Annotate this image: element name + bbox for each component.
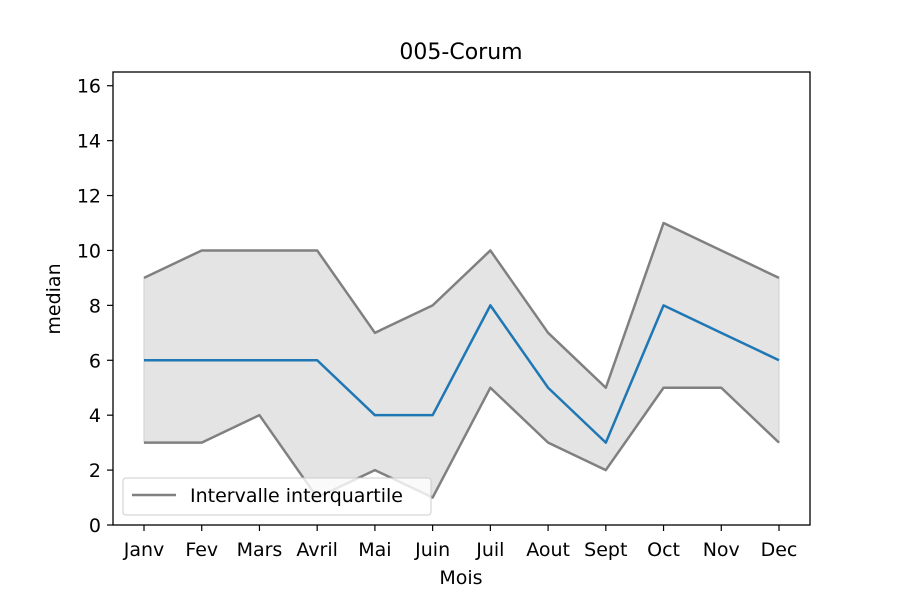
y-tick-label: 14 <box>77 131 101 153</box>
y-tick-label: 8 <box>89 295 101 317</box>
y-tick-label: 16 <box>77 76 101 98</box>
y-tick-label: 4 <box>89 405 101 427</box>
legend-box <box>122 477 432 516</box>
q3-line <box>143 221 780 389</box>
x-tick-label: Janv <box>123 539 165 561</box>
legend-label: Intervalle interquartile <box>190 485 403 507</box>
x-tick-label: Aout <box>526 539 570 561</box>
x-axis: Janv Fev Mars Avril Mai Juin Juil Aout Sept Oct No… <box>123 525 798 561</box>
x-tick-label: Juil <box>475 539 504 561</box>
y-axis: 0 2 4 6 8 10 12 14 16 <box>77 76 113 537</box>
x-tick-label: Juin <box>414 539 450 561</box>
x-tick-label: Oct <box>647 539 680 561</box>
x-tick-label: Sept <box>584 539 627 561</box>
x-tick-label: Mars <box>237 539 283 561</box>
y-tick-label: 12 <box>77 186 101 208</box>
y-tick-label: 2 <box>89 460 101 482</box>
y-axis-label: median <box>43 263 65 334</box>
x-axis-label: Mois <box>439 567 482 589</box>
y-tick-label: 6 <box>89 350 101 372</box>
series-lines <box>143 221 780 499</box>
y-tick-label: 0 <box>89 515 101 537</box>
x-tick-label: Nov <box>703 539 740 561</box>
x-tick-label: Avril <box>296 539 338 561</box>
plot-frame <box>112 71 811 526</box>
x-tick-label: Mai <box>358 539 391 561</box>
x-tick-label: Dec <box>761 539 798 561</box>
legend: Intervalle interquartile <box>122 477 432 516</box>
chart-title: 005-Corum <box>399 40 522 65</box>
y-tick-label: 10 <box>77 240 101 262</box>
median-line <box>144 304 780 444</box>
q1-line <box>144 386 780 499</box>
x-tick-label: Fev <box>185 539 218 561</box>
